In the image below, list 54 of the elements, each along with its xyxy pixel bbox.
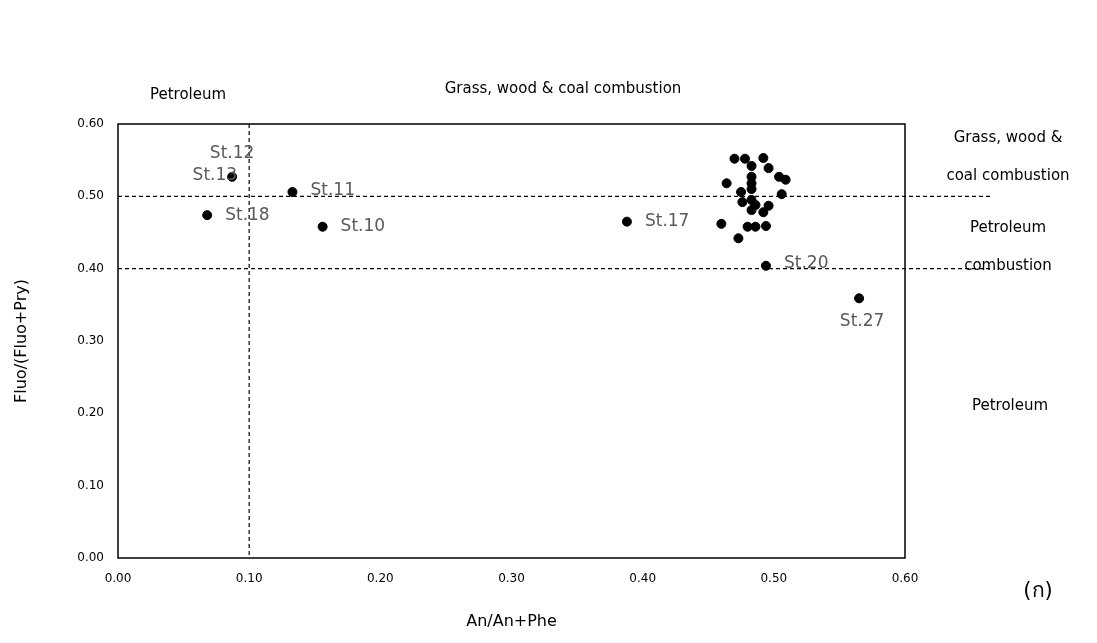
y-tick-label: 0.50 [77,188,104,203]
x-tick-label: 0.20 [366,571,394,586]
point [746,160,757,171]
annotation: St.27 [839,309,885,330]
x-tick-label: 0.50 [760,571,788,586]
x-tick-label: 0.40 [629,571,657,586]
x-tick-label: 0.60 [891,571,919,586]
text: Grass, wood & coal combustion [444,78,682,97]
point [737,197,748,208]
point [746,205,757,216]
y-tick-label: 0.30 [77,333,104,348]
y-tick-label: 0.10 [77,477,104,492]
point [750,221,761,232]
y-tick-label: 0.20 [77,405,104,420]
point [621,216,632,227]
point [202,210,213,221]
point [763,163,774,174]
point [721,178,732,189]
x-axis-title: An/An+Phe [466,610,557,630]
point [287,186,298,197]
text: Petroleum combustion [964,217,1052,274]
point [758,153,769,163]
annotation: St.11 [310,179,355,200]
point [776,189,787,200]
text: Grass, wood & coal combustion [946,127,1070,184]
point [736,186,747,197]
y-tick-label: 0.00 [77,550,104,565]
y-tick-label: 0.60 [77,116,104,131]
annotation: St.12 [209,142,255,163]
point [780,174,791,185]
x-tick-label: 0.10 [235,571,263,586]
point [760,220,771,231]
point [733,233,744,244]
point [760,260,771,271]
y-axis-title: Fluo/(Fluo+Pry) [10,279,30,403]
text: (ก) [1023,578,1053,603]
y-tick-label: 0.40 [77,260,104,275]
point [729,153,740,164]
annotation: St.18 [225,203,270,224]
point [742,221,753,232]
point [854,293,865,304]
point [716,218,727,229]
point [758,207,769,218]
point [317,221,328,232]
annotation: St.17 [644,210,690,231]
text: Petroleum [149,84,227,103]
annotation: St.10 [340,215,386,236]
annotation: St.13 [192,164,238,185]
text: Petroleum [971,395,1049,414]
x-tick-label: 0.30 [498,571,525,586]
point [739,153,750,164]
point [763,200,774,211]
annotation: St.20 [783,252,829,273]
x-tick-label: 0.00 [104,571,132,586]
